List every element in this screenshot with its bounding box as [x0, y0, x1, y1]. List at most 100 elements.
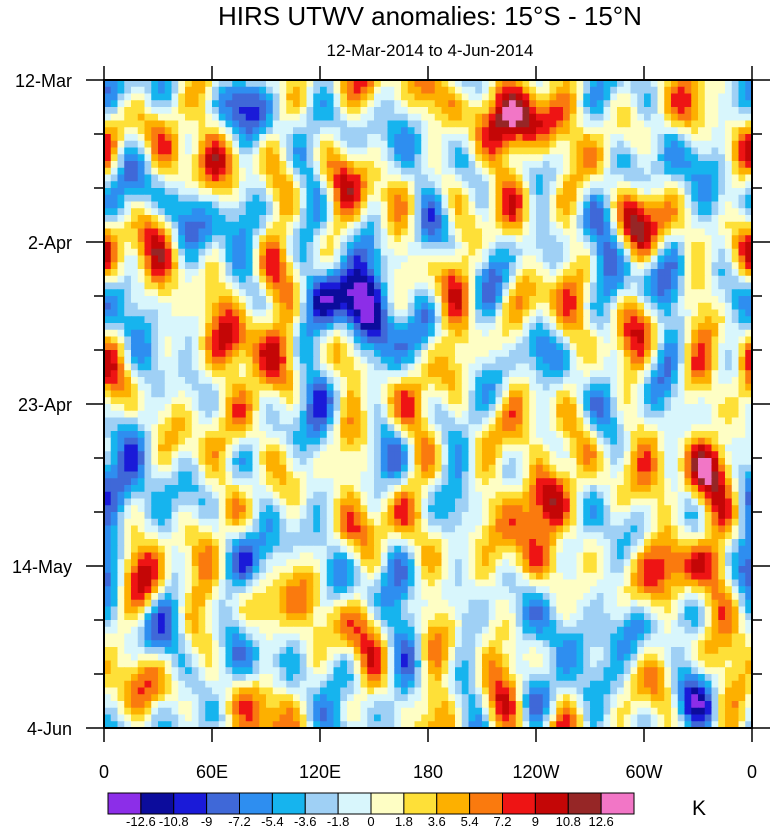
field-cell [482, 80, 490, 88]
field-cell [225, 242, 233, 250]
field-cell [212, 269, 220, 277]
field-cell [347, 390, 355, 398]
field-cell [711, 383, 719, 392]
field-cell [266, 343, 274, 351]
field-cell [596, 390, 605, 398]
field-cell [347, 242, 355, 250]
field-cell [522, 93, 530, 101]
field-cell [293, 248, 301, 257]
field-cell [401, 323, 409, 331]
field-cell [644, 343, 652, 351]
field-cell [259, 275, 267, 284]
field-cell [455, 323, 463, 331]
field-cell [191, 356, 200, 365]
field-cell [630, 424, 638, 432]
field-cell [509, 282, 517, 290]
field-cell [556, 86, 564, 95]
field-cell [455, 356, 463, 365]
field-cell [738, 343, 746, 351]
field-cell [610, 147, 618, 155]
field-cell [731, 107, 740, 115]
field-cell [684, 201, 692, 209]
field-cell [623, 323, 632, 331]
field-cell [225, 275, 233, 284]
field-cell [637, 255, 645, 263]
field-cell [630, 282, 638, 290]
field-cell [232, 397, 240, 405]
field-cell [664, 134, 672, 142]
field-cell [164, 161, 173, 169]
field-cell [374, 188, 382, 196]
field-cell [711, 194, 719, 203]
field-cell [637, 350, 645, 358]
field-cell [313, 377, 321, 385]
field-cell [266, 390, 274, 398]
field-cell [610, 390, 618, 398]
field-cell [475, 107, 483, 115]
field-cell [401, 86, 409, 95]
field-cell [313, 242, 321, 250]
field-cell [475, 370, 483, 378]
field-cell [664, 404, 672, 412]
field-cell [401, 134, 409, 142]
field-cell [448, 282, 456, 290]
field-cell [104, 336, 112, 344]
field-cell [495, 174, 503, 182]
field-cell [488, 255, 497, 263]
field-cell [158, 370, 166, 378]
field-cell [178, 107, 186, 115]
field-cell [320, 154, 328, 162]
field-cell [596, 235, 605, 243]
field-cell [549, 397, 557, 405]
field-cell [704, 316, 713, 324]
field-cell [637, 309, 645, 317]
field-cell [704, 343, 713, 351]
field-cell [158, 397, 166, 405]
field-cell [137, 221, 146, 230]
field-cell [239, 390, 247, 398]
field-cell [286, 147, 294, 155]
field-cell [461, 282, 470, 290]
field-cell [434, 282, 443, 290]
field-cell [650, 329, 659, 338]
field-cell [650, 275, 659, 284]
field-cell [698, 343, 706, 351]
field-cell [583, 370, 591, 378]
field-cell [333, 107, 341, 115]
field-cell [468, 329, 476, 338]
field-cell [677, 424, 686, 432]
field-cell [515, 194, 524, 203]
field-cell [657, 242, 665, 250]
field-cell [124, 350, 132, 358]
field-cell [644, 282, 652, 290]
field-cell [583, 181, 591, 189]
field-cell [576, 127, 584, 135]
field-cell [421, 363, 429, 371]
field-cell [245, 350, 254, 358]
field-cell [745, 377, 752, 385]
field-cell [502, 100, 510, 108]
field-cell [718, 86, 726, 95]
field-cell [252, 93, 260, 101]
field-cell [671, 154, 679, 162]
field-cell [232, 140, 240, 149]
field-cell [360, 390, 368, 398]
field-cell [225, 343, 233, 351]
field-cell [522, 235, 530, 243]
field-cell [596, 275, 605, 284]
field-cell [313, 309, 321, 317]
field-cell [340, 147, 348, 155]
field-cell [104, 323, 112, 331]
field-cell [495, 208, 503, 216]
field-cell [293, 188, 301, 196]
field-cell [529, 107, 537, 115]
field-cell [556, 309, 564, 317]
field-cell [515, 167, 524, 176]
field-cell [461, 154, 470, 162]
field-cell [549, 188, 557, 196]
field-cell [158, 404, 166, 412]
field-cell [576, 147, 584, 155]
field-cell [583, 363, 591, 371]
field-cell [232, 80, 240, 88]
field-cell [671, 363, 679, 371]
